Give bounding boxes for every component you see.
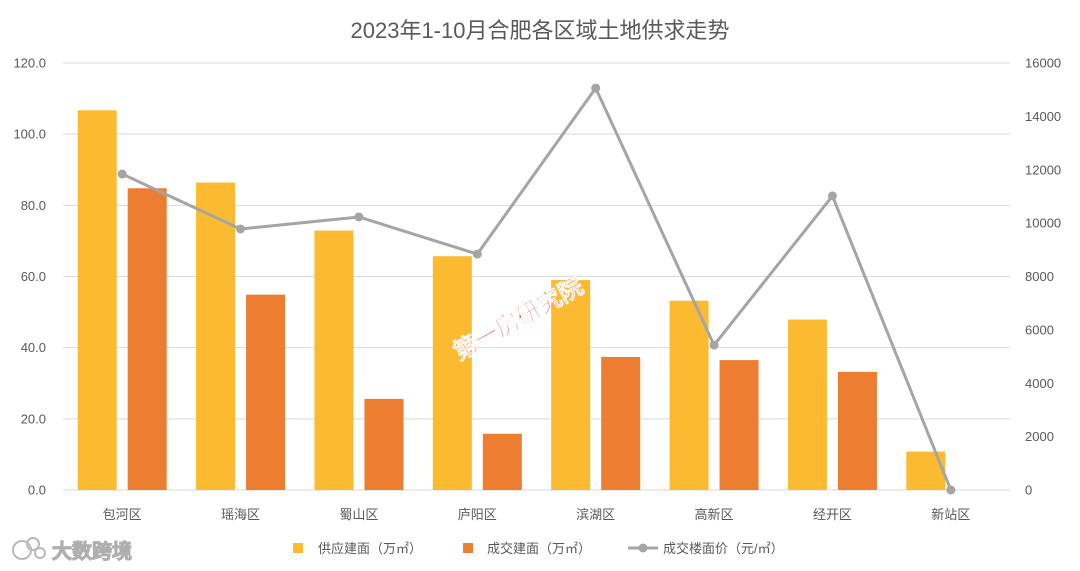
price-point: [946, 485, 956, 495]
x-tick-label: 包河区: [103, 507, 142, 522]
bar-deal: [601, 356, 641, 490]
chart-title: 2023年1-10月合肥各区域土地供求走势: [351, 18, 730, 43]
x-tick-label: 新站区: [931, 507, 970, 522]
y-right-tick-label: 12000: [1025, 162, 1061, 177]
bar-supply: [551, 280, 591, 490]
bar-deal: [837, 371, 877, 490]
bar-supply: [669, 300, 709, 490]
x-axis: 包河区 瑶海区 蜀山区 庐阳区 滨湖区 高新区 经开区 新站区: [103, 507, 971, 522]
bar-supply: [906, 451, 946, 490]
y-right-tick-label: 6000: [1025, 322, 1054, 337]
legend-label-price: 成交楼面价（元/㎡）: [663, 541, 784, 556]
y-left-tick-label: 0.0: [28, 483, 46, 498]
bar-deal: [719, 360, 759, 490]
x-tick-label: 庐阳区: [458, 507, 497, 522]
watermark-corner: 大数跨境: [12, 537, 133, 564]
price-point: [472, 249, 482, 259]
bar-supply: [314, 230, 354, 490]
legend-item-supply[interactable]: 供应建面（万㎡）: [293, 541, 422, 556]
bar-supply: [196, 182, 236, 490]
y-right-tick-label: 8000: [1025, 269, 1054, 284]
x-tick-label: 蜀山区: [339, 507, 378, 522]
y-right-tick-label: 2000: [1025, 429, 1054, 444]
price-point: [354, 212, 364, 222]
x-tick-label: 高新区: [695, 507, 734, 522]
bar-supply: [432, 256, 472, 490]
y-left-tick-label: 20.0: [21, 411, 46, 426]
price-point: [591, 83, 601, 93]
legend-swatch-deal: [463, 543, 473, 553]
bar-supply: [77, 110, 117, 490]
y-left-tick-label: 60.0: [21, 269, 46, 284]
price-point: [117, 169, 127, 179]
bar-series: [77, 110, 946, 490]
legend-swatch-price-marker: [638, 543, 648, 553]
bar-deal: [482, 433, 522, 490]
legend-item-deal[interactable]: 成交建面（万㎡）: [463, 541, 591, 556]
bar-deal: [127, 188, 167, 490]
y-right-tick-label: 14000: [1025, 109, 1061, 124]
y-right-tick-label: 16000: [1025, 56, 1061, 71]
legend-swatch-supply: [293, 543, 303, 553]
y-right-tick-label: 0: [1025, 483, 1032, 498]
x-tick-label: 瑶海区: [221, 507, 260, 522]
y-axis-left: 0.0 20.0 40.0 60.0 80.0 100.0 120.0: [13, 56, 46, 498]
x-tick-label: 经开区: [813, 507, 852, 522]
watermark-corner-text: 大数跨境: [52, 539, 132, 563]
legend-item-price[interactable]: 成交楼面价（元/㎡）: [628, 541, 784, 556]
line-series: [117, 83, 956, 495]
y-right-tick-label: 10000: [1025, 216, 1061, 231]
y-axis-right: 0 2000 4000 6000 8000 10000 12000 14000 16000: [1025, 56, 1061, 498]
bar-deal: [246, 294, 286, 490]
y-right-tick-label: 4000: [1025, 376, 1054, 391]
price-point: [236, 224, 246, 234]
x-tick-label: 滨湖区: [576, 507, 615, 522]
price-point: [827, 191, 837, 201]
y-left-tick-label: 80.0: [21, 198, 46, 213]
price-point: [709, 340, 719, 350]
legend-label-deal: 成交建面（万㎡）: [487, 541, 591, 556]
y-left-tick-label: 40.0: [21, 340, 46, 355]
y-left-tick-label: 100.0: [13, 127, 46, 142]
price-line: [121, 86, 953, 491]
logo-icon: [12, 537, 46, 560]
y-left-tick-label: 120.0: [13, 56, 46, 71]
legend-label-supply: 供应建面（万㎡）: [318, 541, 422, 556]
bar-supply: [787, 319, 827, 490]
bar-deal: [364, 398, 404, 490]
legend: 供应建面（万㎡） 成交建面（万㎡） 成交楼面价（元/㎡）: [293, 541, 784, 556]
